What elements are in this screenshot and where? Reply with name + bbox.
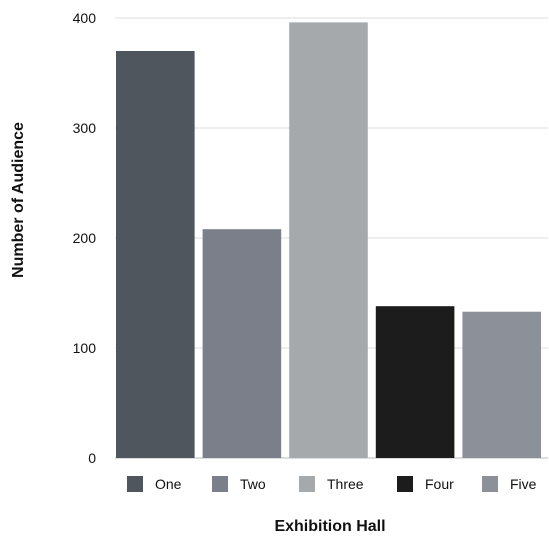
legend-swatch (127, 476, 143, 492)
bar-two (202, 229, 282, 458)
y-tick-label: 0 (88, 450, 96, 466)
legend-item-one: One (127, 476, 182, 492)
y-axis-title: Number of Audience (10, 122, 27, 278)
legend-item-five: Five (482, 476, 537, 492)
legend-label: Five (510, 476, 537, 492)
bar-three (289, 22, 368, 459)
legend-label: One (155, 476, 182, 492)
x-axis-title: Exhibition Hall (274, 518, 385, 535)
legend-swatch (482, 476, 498, 492)
legend: One Two Three Four Five (127, 476, 537, 492)
bar-five (462, 311, 541, 458)
bars (116, 22, 541, 459)
y-tick-label: 300 (73, 120, 97, 136)
y-axis-ticks: 0 100 200 300 400 (73, 10, 97, 466)
legend-swatch (212, 476, 228, 492)
legend-label: Four (425, 476, 454, 492)
y-tick-label: 400 (73, 10, 97, 26)
legend-swatch (299, 476, 315, 492)
legend-label: Two (240, 476, 266, 492)
legend-label: Three (327, 476, 364, 492)
y-tick-label: 100 (73, 340, 97, 356)
y-tick-label: 200 (73, 230, 97, 246)
bar-four (375, 306, 455, 458)
legend-item-three: Three (299, 476, 364, 492)
bar-one (116, 51, 195, 458)
legend-swatch (397, 476, 413, 492)
legend-item-two: Two (212, 476, 266, 492)
legend-item-four: Four (397, 476, 454, 492)
